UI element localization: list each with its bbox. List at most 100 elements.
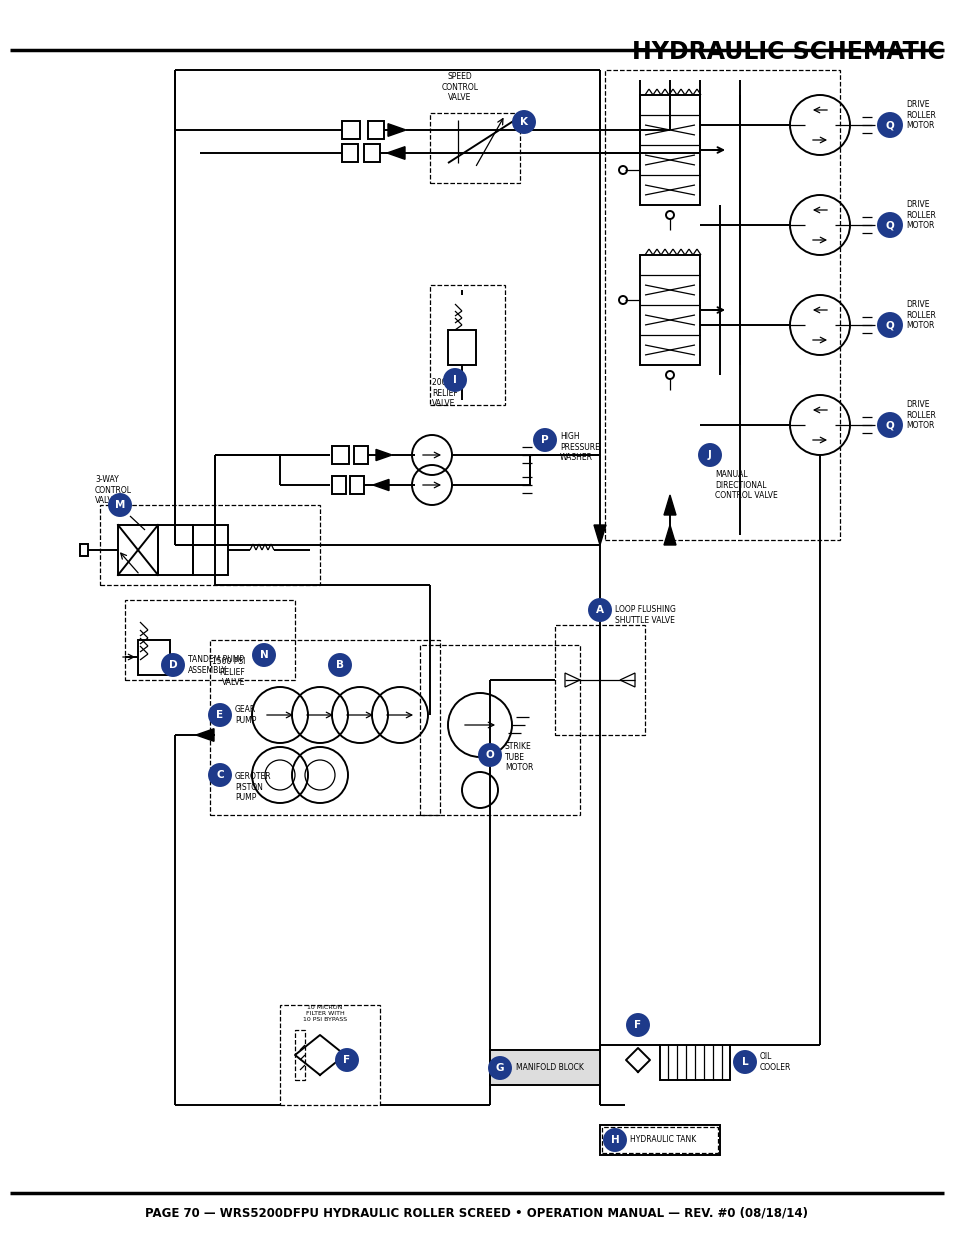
Polygon shape: [388, 124, 406, 136]
Circle shape: [877, 212, 901, 237]
Circle shape: [877, 112, 901, 137]
Text: C: C: [216, 769, 224, 781]
Text: DRIVE
ROLLER
MOTOR: DRIVE ROLLER MOTOR: [905, 200, 935, 230]
Text: F: F: [343, 1055, 350, 1065]
Circle shape: [253, 643, 274, 666]
Bar: [118, 525, 158, 576]
Circle shape: [109, 494, 131, 516]
Bar: [193, 525, 228, 576]
Text: L: L: [740, 1057, 747, 1067]
Bar: [332, 475, 346, 494]
Bar: [100, 505, 319, 585]
Circle shape: [162, 655, 184, 676]
Circle shape: [489, 1057, 511, 1079]
Text: PAGE 70 — WRS5200DFPU HYDRAULIC ROLLER SCREED • OPERATION MANUAL — REV. #0 (08/1: PAGE 70 — WRS5200DFPU HYDRAULIC ROLLER S…: [146, 1207, 807, 1219]
Circle shape: [513, 111, 535, 133]
Circle shape: [603, 1129, 625, 1151]
Polygon shape: [373, 479, 389, 490]
Polygon shape: [594, 525, 605, 545]
Bar: [280, 1005, 379, 1105]
Circle shape: [443, 369, 465, 391]
Bar: [639, 95, 700, 205]
Text: F: F: [634, 1020, 640, 1030]
Bar: [599, 1125, 720, 1155]
Polygon shape: [195, 729, 213, 741]
Circle shape: [877, 412, 901, 437]
Text: TANDEM PUMP
ASSEMBLY: TANDEM PUMP ASSEMBLY: [188, 656, 244, 674]
Text: 2000 PSI
RELIEF
VALVE: 2000 PSI RELIEF VALVE: [432, 378, 465, 408]
Circle shape: [335, 1049, 357, 1071]
Circle shape: [329, 655, 351, 676]
Bar: [639, 254, 700, 366]
Text: SPEED
CONTROL
VALVE: SPEED CONTROL VALVE: [441, 72, 478, 103]
Bar: [364, 144, 379, 162]
Text: E: E: [216, 710, 223, 720]
Bar: [341, 121, 359, 140]
Bar: [294, 1030, 305, 1079]
Bar: [350, 475, 364, 494]
Bar: [430, 285, 504, 405]
Bar: [80, 543, 88, 556]
Text: D: D: [169, 659, 177, 671]
Bar: [419, 645, 579, 815]
Text: DRIVE
ROLLER
MOTOR: DRIVE ROLLER MOTOR: [905, 300, 935, 330]
Text: Q: Q: [884, 120, 893, 130]
Text: N: N: [259, 650, 268, 659]
Text: LOOP FLUSHING
SHUTTLE VALVE: LOOP FLUSHING SHUTTLE VALVE: [615, 605, 675, 625]
Text: P: P: [540, 435, 548, 445]
Text: HYDRAULIC SCHEMATIC: HYDRAULIC SCHEMATIC: [632, 40, 944, 64]
Bar: [158, 525, 193, 576]
Bar: [138, 640, 170, 676]
Bar: [490, 1050, 599, 1086]
Text: Q: Q: [884, 320, 893, 330]
Text: Q: Q: [884, 420, 893, 430]
Text: G: G: [496, 1063, 504, 1073]
Circle shape: [626, 1014, 648, 1036]
Bar: [341, 144, 357, 162]
Bar: [368, 121, 384, 140]
Bar: [448, 330, 476, 366]
Text: H: H: [610, 1135, 618, 1145]
Bar: [332, 446, 349, 464]
Polygon shape: [663, 525, 676, 545]
Bar: [430, 112, 519, 183]
Text: MANUAL
DIRECTIONAL
CONTROL VALVE: MANUAL DIRECTIONAL CONTROL VALVE: [714, 471, 777, 500]
Text: HYDRAULIC TANK: HYDRAULIC TANK: [629, 1135, 696, 1145]
Text: O: O: [485, 750, 494, 760]
Text: STRIKE
TUBE
MOTOR: STRIKE TUBE MOTOR: [504, 742, 533, 772]
Polygon shape: [375, 450, 392, 461]
Text: MANIFOLD BLOCK: MANIFOLD BLOCK: [516, 1063, 583, 1072]
Text: M: M: [114, 500, 125, 510]
Bar: [555, 625, 644, 735]
Circle shape: [588, 599, 610, 621]
Polygon shape: [663, 495, 676, 515]
Text: J: J: [707, 450, 711, 459]
Text: 1500 PSI
RELIEF
VALVE: 1500 PSI RELIEF VALVE: [212, 657, 245, 687]
Bar: [354, 446, 368, 464]
Bar: [659, 1045, 729, 1079]
Circle shape: [209, 764, 231, 785]
Text: 3-WAY
CONTROL
VALVE: 3-WAY CONTROL VALVE: [95, 475, 132, 505]
Circle shape: [733, 1051, 755, 1073]
Text: DRIVE
ROLLER
MOTOR: DRIVE ROLLER MOTOR: [905, 100, 935, 130]
Circle shape: [699, 445, 720, 466]
Text: K: K: [519, 117, 527, 127]
Text: B: B: [335, 659, 344, 671]
Text: A: A: [596, 605, 603, 615]
Circle shape: [209, 704, 231, 726]
Circle shape: [877, 312, 901, 337]
Text: I: I: [453, 375, 456, 385]
Bar: [210, 640, 439, 815]
Circle shape: [478, 743, 500, 766]
Text: GEROTER
PISTON
PUMP: GEROTER PISTON PUMP: [234, 772, 272, 802]
Bar: [601, 1128, 718, 1153]
Text: 10 MICRON
FILTER WITH
10 PSI BYPASS: 10 MICRON FILTER WITH 10 PSI BYPASS: [303, 1005, 347, 1021]
Text: DRIVE
ROLLER
MOTOR: DRIVE ROLLER MOTOR: [905, 400, 935, 430]
Circle shape: [534, 429, 556, 451]
Polygon shape: [387, 147, 405, 159]
Bar: [125, 600, 294, 680]
Text: OIL
COOLER: OIL COOLER: [760, 1052, 791, 1072]
Text: Q: Q: [884, 220, 893, 230]
Text: HIGH
PRESSURE
WASHER: HIGH PRESSURE WASHER: [559, 432, 599, 462]
Text: GEAR
PUMP: GEAR PUMP: [234, 705, 256, 725]
